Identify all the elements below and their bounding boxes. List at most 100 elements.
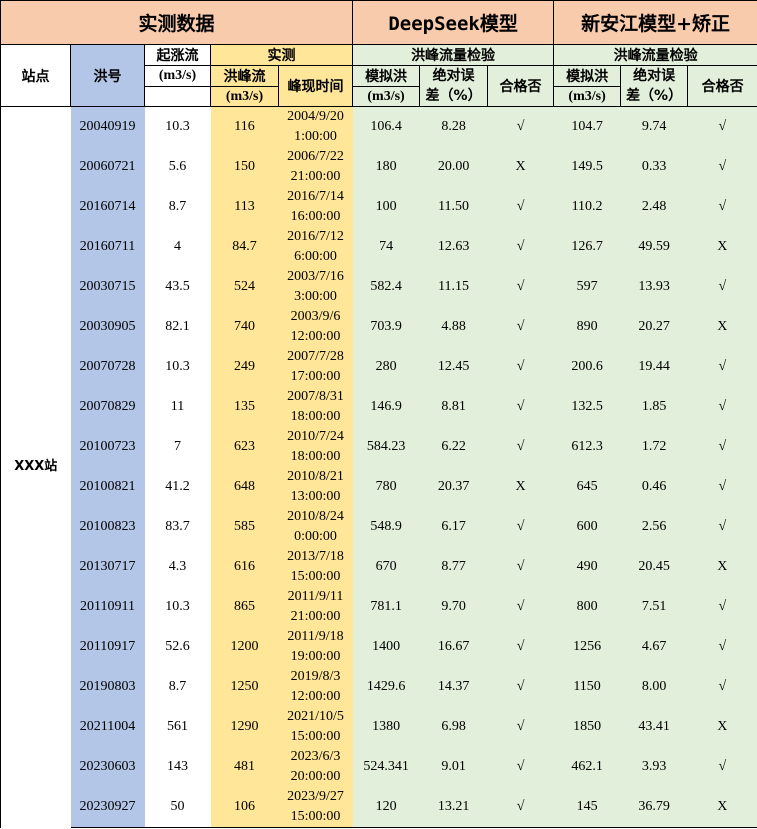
peak-date: 2004/9/20	[287, 109, 344, 124]
xaj-pass-cell: √	[687, 147, 757, 187]
base-flow-cell: 10.3	[144, 106, 211, 147]
peak-time-cell: 2007/7/28 17:00:00	[278, 347, 353, 387]
xaj-sim-cell: 200.6	[553, 347, 621, 387]
ds-sim-cell: 280	[352, 347, 420, 387]
xaj-error-header: 绝对误 差（%）	[620, 65, 689, 107]
ds-pass-cell: √	[487, 787, 554, 828]
table-body: XXX站 20040919 10.3 116 2004/9/20 1:00:00 106.4…	[0, 106, 757, 828]
xaj-sim-cell: 490	[553, 547, 621, 587]
base-flow-cell: 41.2	[144, 467, 211, 507]
xaj-sim-cell: 1256	[553, 627, 621, 667]
table-row: 20060721 5.6 150 2006/7/22 21:00:00 180 20.00 X…	[1, 147, 757, 187]
xaj-sim-cell: 597	[553, 267, 621, 307]
ds-pass-cell: X	[487, 467, 554, 507]
peak-date: 2011/9/11	[287, 589, 344, 604]
peak-clock: 18:00:00	[290, 409, 341, 424]
xaj-sim-cell: 462.1	[553, 747, 621, 787]
base-flow-cell: 8.7	[144, 667, 211, 707]
peak-date: 2007/7/28	[287, 349, 344, 364]
xaj-pass-cell: √	[687, 187, 757, 227]
peak-time-cell: 2007/8/31 18:00:00	[278, 387, 353, 427]
table-row: XXX站 20040919 10.3 116 2004/9/20 1:00:00 106.4…	[0, 106, 757, 828]
ds-pass-cell: √	[487, 627, 554, 667]
ds-sim-cell: 524.341	[352, 747, 420, 787]
ds-sim-cell: 670	[352, 547, 420, 587]
peak-clock: 21:00:00	[290, 609, 341, 624]
peak-date: 2023/6/3	[290, 749, 341, 764]
flood-id-cell: 20070728	[70, 347, 145, 387]
base-flow-cell: 83.7	[144, 507, 211, 547]
xaj-sim-cell: 149.5	[553, 147, 621, 187]
peak-flow-cell: 116	[210, 106, 279, 147]
ds-sim-cell: 120	[352, 787, 420, 828]
peak-time-cell: 2010/8/24 0:00:00	[278, 507, 353, 547]
base-flow-cell: 10.3	[144, 347, 211, 387]
xaj-pass-header: 合格否	[687, 65, 757, 107]
peak-date: 2006/7/22	[287, 149, 344, 164]
ds-error-cell: 11.15	[419, 267, 488, 307]
base-flow-cell: 5.6	[144, 147, 211, 187]
ds-sim-cell: 100	[352, 187, 420, 227]
peak-clock: 1:00:00	[294, 129, 337, 144]
peak-date: 2021/10/5	[287, 709, 344, 724]
flood-id-cell: 20230603	[70, 747, 145, 787]
base-flow-cell: 50	[144, 787, 211, 828]
peak-date: 2016/7/12	[287, 229, 344, 244]
xaj-error-cell: 9.74	[620, 106, 688, 147]
xaj-error-cell: 0.46	[620, 467, 688, 507]
peak-time-cell: 2010/7/24 18:00:00	[278, 427, 353, 467]
base-flow-cell: 8.7	[144, 187, 211, 227]
xaj-error-cell: 8.00	[620, 667, 688, 707]
ds-pass-cell: X	[487, 147, 554, 187]
peak-time-cell: 2010/8/21 13:00:00	[278, 467, 353, 507]
peak-time-cell: 2011/9/11 21:00:00	[278, 587, 353, 627]
peak-time-cell: 2011/9/18 19:00:00	[278, 627, 353, 667]
base-flow-unit: (m3/s)	[144, 65, 211, 87]
peak-clock: 15:00:00	[290, 569, 341, 584]
xaj-sim-cell: 890	[553, 307, 621, 347]
base-flow-cell: 10.3	[144, 587, 211, 627]
ds-error-cell: 11.50	[419, 187, 488, 227]
peak-date: 2011/9/18	[287, 629, 344, 644]
ds-pass-cell: √	[487, 387, 554, 427]
xaj-sim-cell: 600	[553, 507, 621, 547]
peak-clock: 19:00:00	[290, 649, 341, 664]
ds-check-header: 洪峰流量检验	[352, 44, 555, 66]
ds-pass-cell: √	[487, 507, 554, 547]
ds-sim-unit: (m3/s)	[352, 86, 421, 107]
flood-id-cell: 20130717	[70, 547, 145, 587]
xaj-check-header: 洪峰流量检验	[553, 44, 757, 66]
flood-id-cell: 20060721	[70, 147, 145, 187]
ds-pass-cell: √	[487, 587, 554, 627]
peak-time-cell: 2003/7/16 3:00:00	[278, 267, 353, 307]
ds-sim-header: 模拟洪	[352, 65, 421, 87]
peak-date: 2003/7/16	[287, 269, 344, 284]
ds-error-cell: 9.70	[419, 587, 488, 627]
ds-error-cell: 12.63	[419, 227, 488, 267]
peak-date: 2003/9/6	[290, 309, 341, 324]
ds-error-cell: 14.37	[419, 667, 488, 707]
xaj-sim-cell: 800	[553, 587, 621, 627]
peak-clock: 16:00:00	[290, 209, 341, 224]
ds-pass-header: 合格否	[487, 65, 555, 107]
peak-time-cell: 2006/7/22 21:00:00	[278, 147, 353, 187]
flood-id-cell: 20100823	[70, 507, 145, 547]
peak-clock: 6:00:00	[294, 249, 337, 264]
ds-sim-cell: 1429.6	[352, 667, 420, 707]
ds-error-cell: 12.45	[419, 347, 488, 387]
flood-id-cell: 20110911	[70, 587, 145, 627]
peak-clock: 3:00:00	[294, 289, 337, 304]
ds-sim-cell: 780	[352, 467, 420, 507]
peak-flow-cell: 585	[210, 507, 279, 547]
peak-date: 2010/7/24	[287, 429, 344, 444]
xaj-error-cell: 3.93	[620, 747, 688, 787]
peak-flow-cell: 740	[210, 307, 279, 347]
flood-id-cell: 20100723	[70, 427, 145, 467]
xaj-error-cell: 20.45	[620, 547, 688, 587]
peak-flow-cell: 135	[210, 387, 279, 427]
peak-date: 2007/8/31	[287, 389, 344, 404]
xaj-error-cell: 1.85	[620, 387, 688, 427]
flood-id-cell: 20160714	[70, 187, 145, 227]
peak-flow-cell: 1200	[210, 627, 279, 667]
ds-error-line1: 绝对误	[432, 68, 475, 84]
